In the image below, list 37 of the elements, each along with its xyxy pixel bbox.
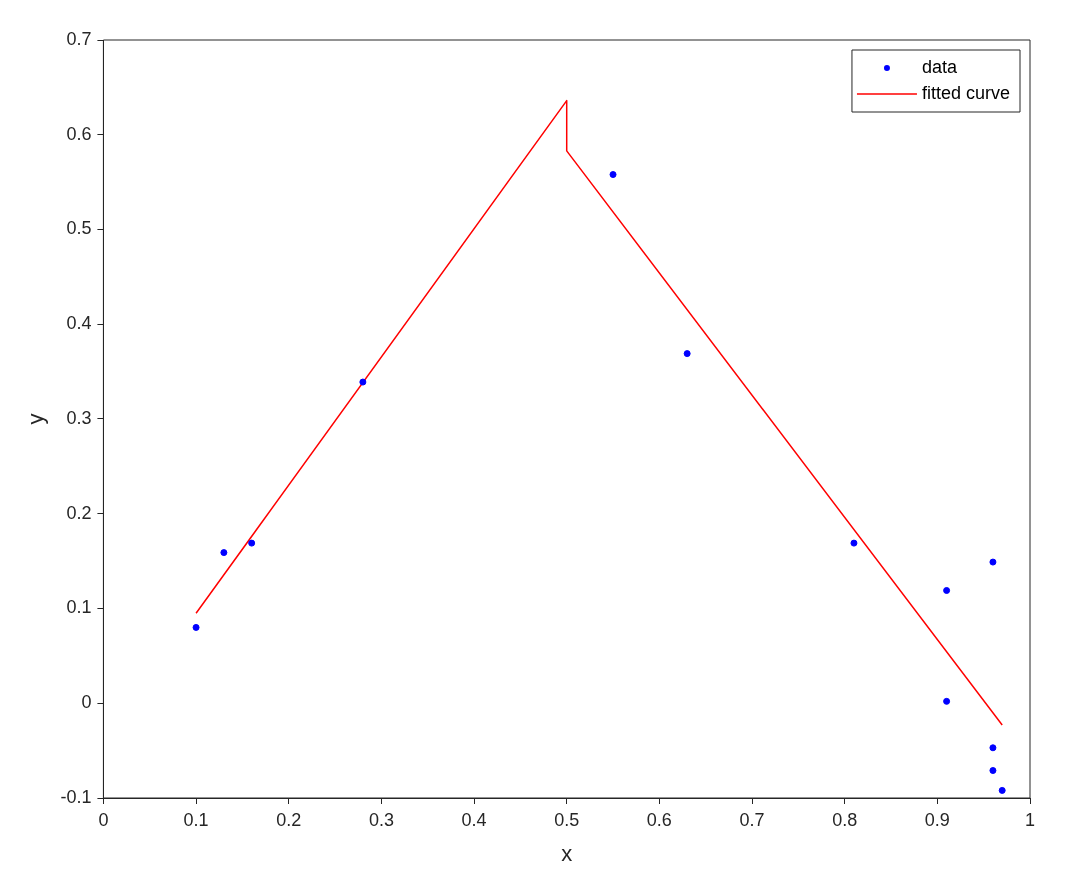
point: [989, 767, 997, 775]
x-tick-label: 0.4: [461, 809, 487, 830]
x-axis-title: x: [561, 840, 573, 866]
point: [220, 549, 228, 557]
point: [683, 350, 691, 358]
x-tick-label: 0.7: [739, 809, 765, 830]
point: [989, 558, 997, 566]
point: [998, 786, 1006, 794]
y-tick-label: 0.2: [66, 502, 92, 523]
x-tick-label: 0.5: [554, 809, 580, 830]
point: [989, 744, 997, 752]
y-tick-label: 0.3: [66, 407, 92, 428]
x-tick-label: 0.1: [183, 809, 209, 830]
point: [248, 539, 256, 547]
legend-label: fitted curve: [921, 82, 1011, 103]
x-tick-label: 0.2: [276, 809, 302, 830]
point: [943, 587, 951, 594]
x-tick-label: 0.8: [832, 809, 858, 830]
point: [359, 378, 367, 386]
point: [609, 171, 617, 179]
point: [850, 539, 858, 547]
point: [943, 697, 951, 705]
y-tick-label: 0.4: [66, 313, 92, 334]
y-tick-label: 0.5: [66, 218, 92, 239]
y-tick-label: 0.6: [66, 123, 92, 144]
x-tick-label: 0.3: [368, 809, 394, 830]
x-tick-label: 0.6: [646, 809, 672, 830]
x-tick-label: 0.9: [924, 809, 950, 830]
x-tick-label: 1: [1024, 809, 1036, 830]
point: [192, 623, 200, 631]
legend-label: data: [921, 56, 958, 77]
y-tick-label: 0: [81, 692, 92, 713]
y-tick-label: -0.1: [60, 786, 92, 807]
y-axis-title: y: [23, 413, 49, 425]
y-tick-label: 0.7: [66, 28, 92, 49]
x-tick-label: 0: [98, 809, 109, 830]
y-tick-label: 0.1: [66, 597, 92, 618]
